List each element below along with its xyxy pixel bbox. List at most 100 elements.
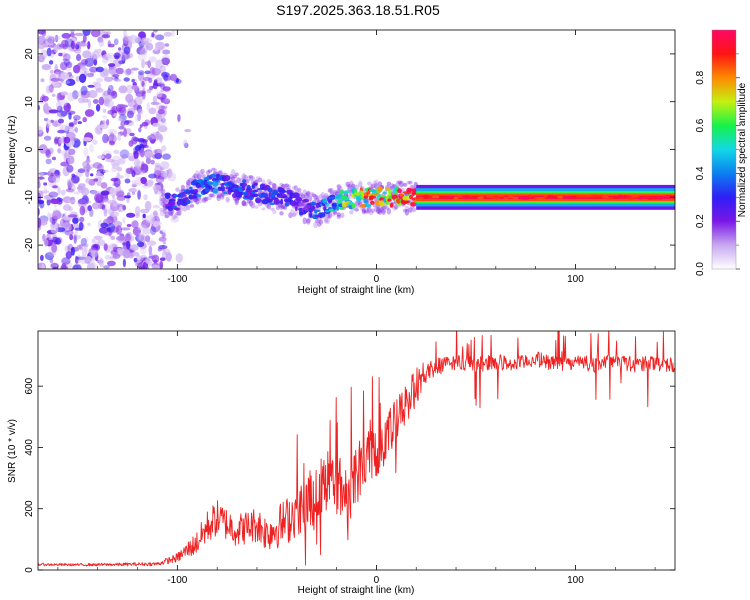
noise-blob [87,98,92,109]
noise-blob [127,235,135,242]
noise-blob [67,214,78,218]
noise-blob [153,149,158,154]
ridge-halo [367,181,372,186]
noise-blob [56,92,61,102]
y-tick-label: 20 [24,48,35,60]
ridge-halo [325,212,331,219]
ridge-halo [300,193,306,200]
noise-blob [55,237,61,245]
noise-blob [127,153,135,160]
noise-blob [126,212,136,218]
noise-blob [107,128,118,135]
noise-blob [115,225,122,235]
ridge-halo [293,185,298,191]
ridge-blob [335,205,340,211]
spectrogram-y-label: Frequency (Hz) [7,116,18,185]
noise-blob [158,82,165,86]
noise-blob [145,257,150,264]
ridge-halo [313,194,318,201]
ridge-halo [286,184,291,189]
ridge-blob [351,202,356,209]
noise-blob [122,217,126,224]
snr-frame [37,330,676,571]
ridge-blob [408,188,414,192]
noise-blob [147,60,151,69]
ridge-halo [254,205,259,209]
ridge-halo [320,192,325,199]
ridge-blob [319,212,326,218]
noise-blob [131,78,135,83]
ridge-halo [324,216,329,223]
noise-blob [48,60,54,65]
ridge-blob [400,193,404,197]
ridge-band-spot [418,196,425,200]
ridge-blob [295,196,302,202]
noise-blob [39,171,44,178]
noise-blob [87,222,91,226]
noise-blob [129,132,135,137]
ridge-halo [318,219,324,225]
ridge-halo [333,190,338,197]
noise-blob [115,67,124,75]
noise-blob [154,131,162,142]
ridge-halo [261,207,266,211]
noise-blob [137,138,146,143]
ridge-halo [336,212,341,217]
noise-blob [55,34,59,43]
ridge-halo [195,198,200,205]
noise-blob [113,78,122,82]
noise-blob [140,177,148,184]
ridge-halo [272,183,277,189]
noise-blob [122,249,131,259]
noise-blob [137,241,145,248]
spectrogram-background [38,30,675,269]
ridge-blob [378,200,385,207]
ridge-halo [318,194,324,200]
ridge-halo [220,193,225,199]
ridge-halo [390,183,395,190]
colorbar-tick-label: 0.4 [695,166,706,180]
noise-blob [152,154,157,159]
noise-blob [44,194,54,200]
noise-blob [162,86,171,92]
noise-blob [147,240,157,246]
noise-blob [68,122,75,127]
noise-blob [45,149,51,158]
noise-blob [126,223,132,228]
noise-blob [79,205,86,216]
ridge-halo [290,208,295,215]
ridge-halo [159,197,164,201]
noise-blob [55,100,62,111]
noise-blob [95,66,104,73]
noise-blob [147,179,154,188]
noise-blob [73,191,81,195]
noise-blob [137,190,142,200]
noise-blob [84,256,93,263]
noise-blob [137,70,145,76]
noise-blob [72,223,79,228]
noise-blob [156,113,163,120]
noise-blob [145,215,155,224]
ridge-halo [236,177,241,184]
noise-blob [76,256,86,260]
ridge-halo [230,176,236,180]
ridge-blob [169,200,176,207]
noise-blob [107,222,116,233]
noise-blob [132,251,140,257]
ridge-halo [250,176,255,181]
noise-blob [100,190,110,196]
ridge-halo [361,208,367,213]
noise-blob [138,127,142,133]
noise-blob [107,200,117,205]
ridge-blob [280,198,284,205]
noise-blob [134,259,144,265]
noise-blob [144,235,151,243]
ridge-halo [358,180,363,187]
noise-blob [143,194,148,201]
ridge-halo [410,185,415,189]
ridge-halo [399,180,404,188]
noise-blob [153,69,157,77]
ridge-halo [272,183,277,189]
ridge-halo [216,194,221,202]
noise-blob [38,43,45,50]
